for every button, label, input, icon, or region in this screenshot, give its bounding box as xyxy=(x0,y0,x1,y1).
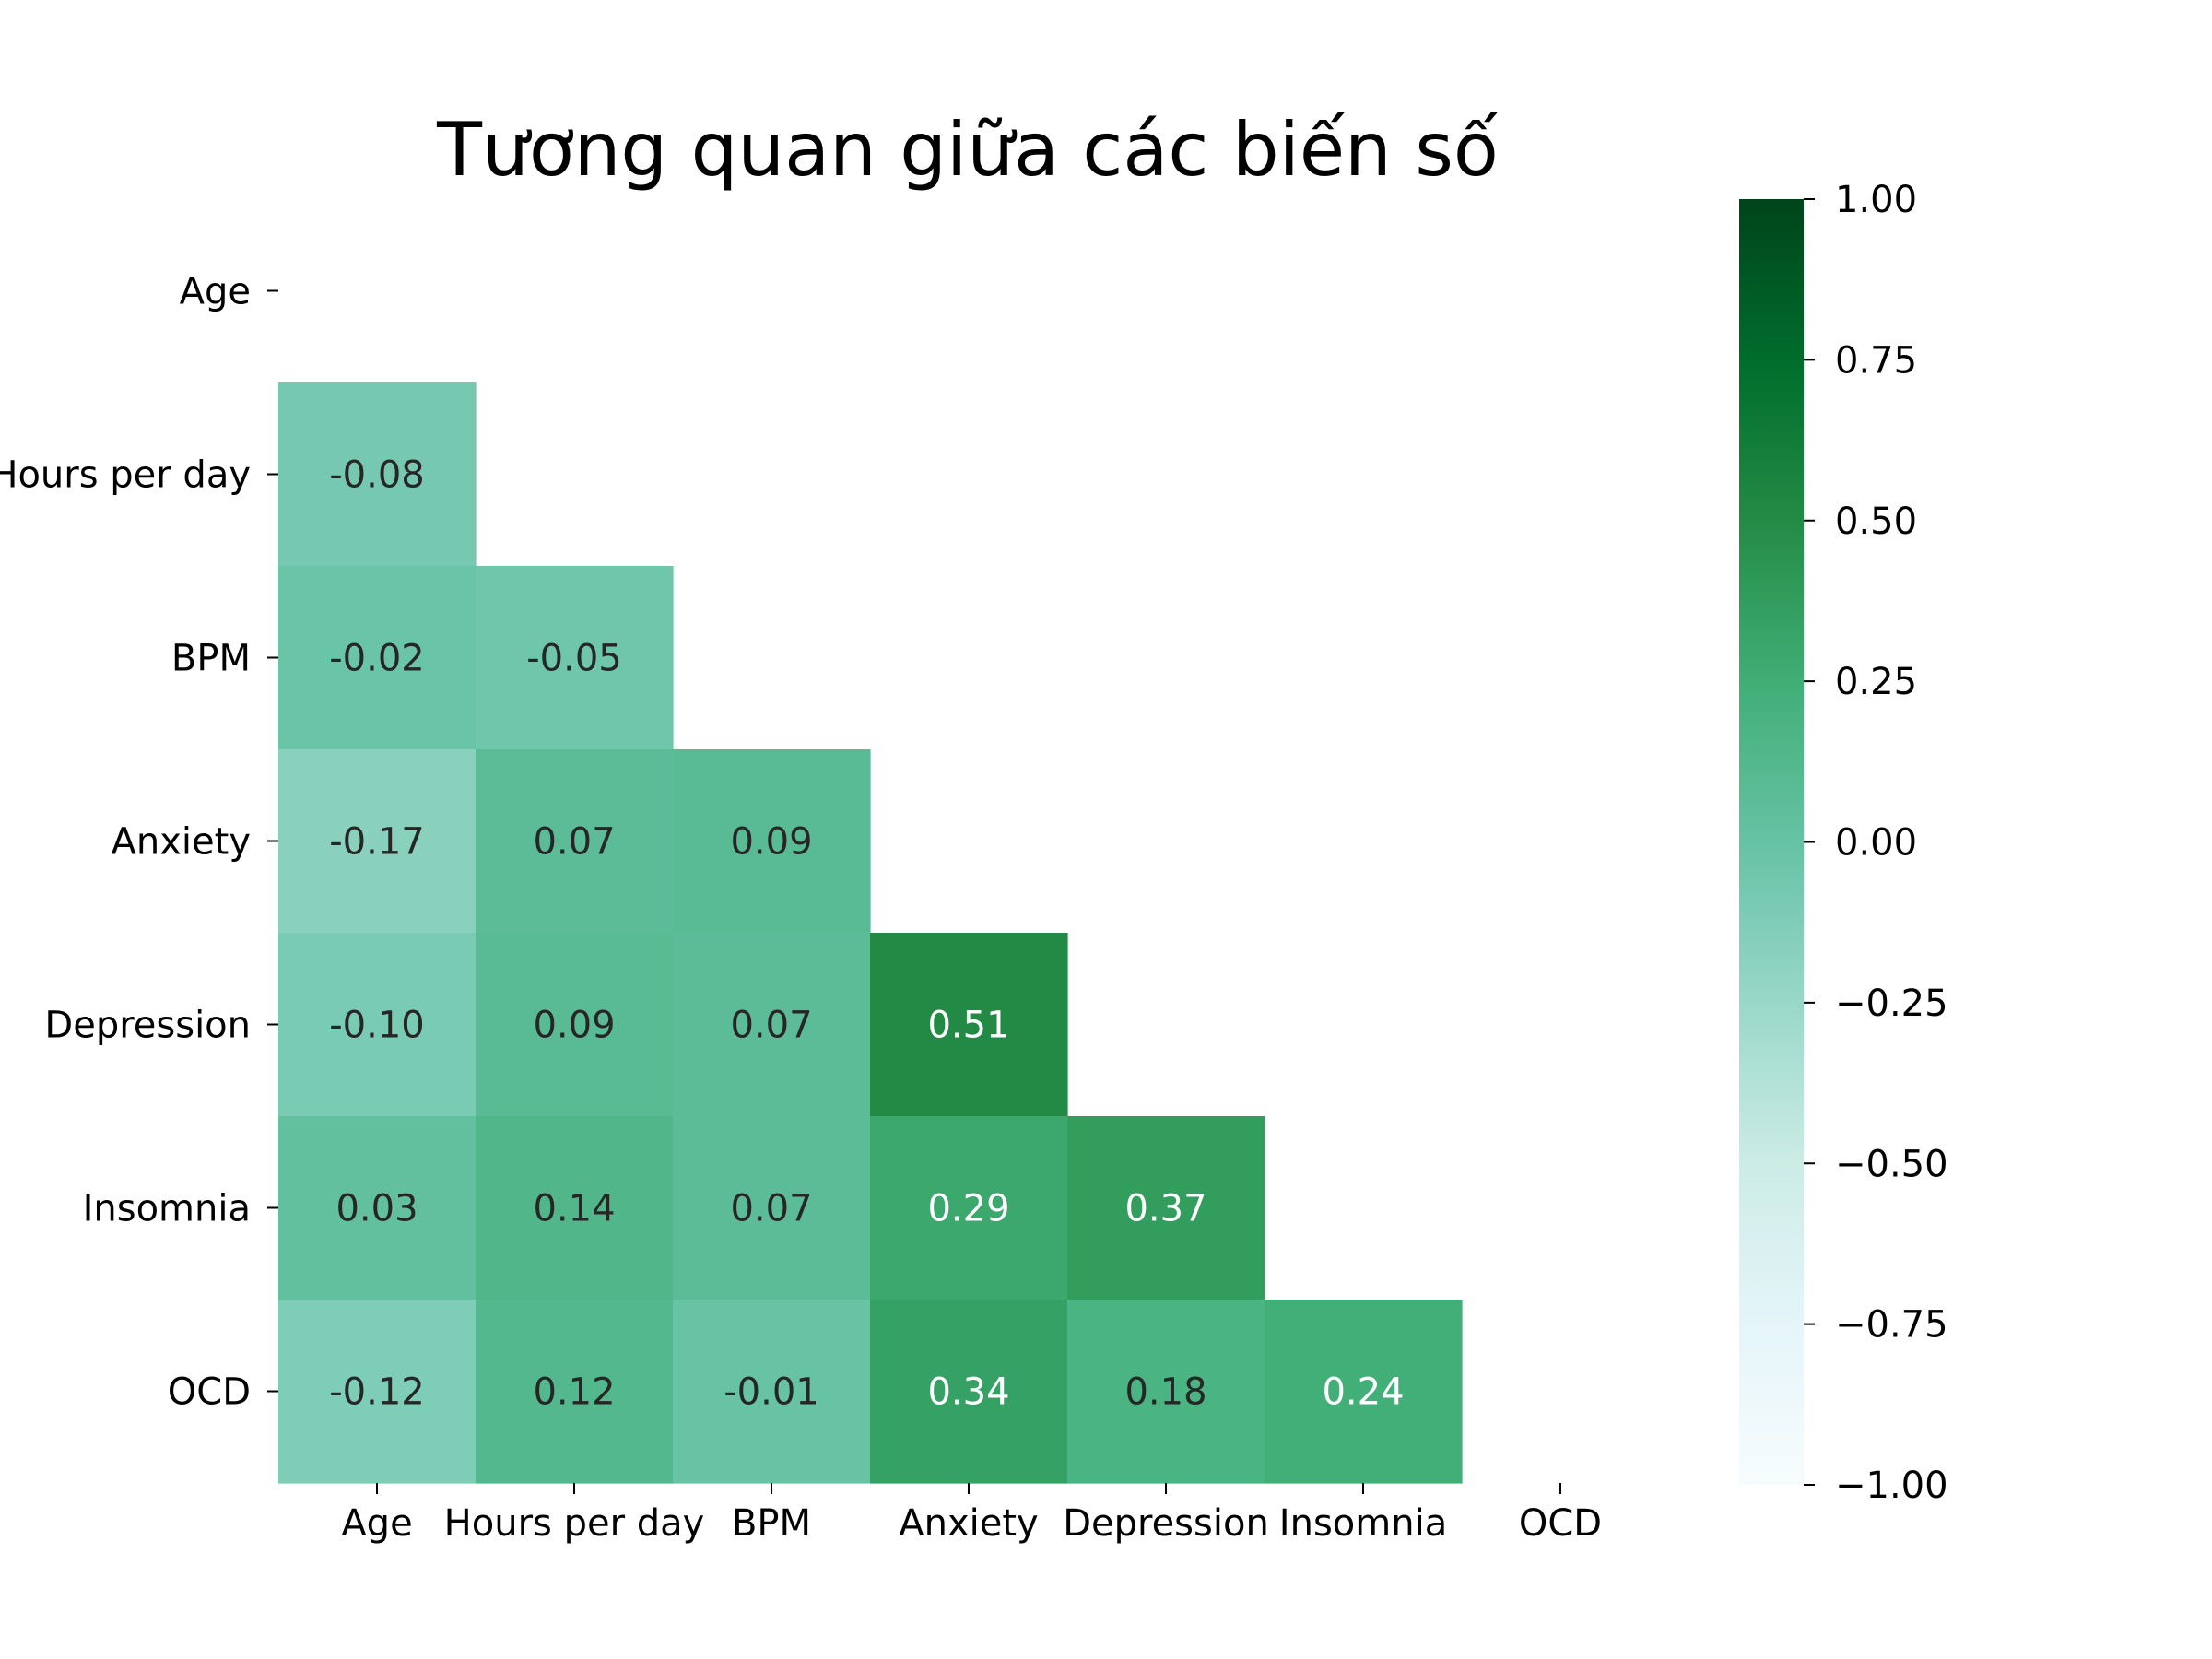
cell-value-label: -0.12 xyxy=(329,1371,425,1414)
heatmap-cell xyxy=(476,1300,674,1484)
heatmap-cell xyxy=(278,1300,477,1484)
heatmap-cells xyxy=(278,382,1463,1484)
heatmap-annotations: -0.08 -0.02 -0.05 -0.17 0.07 0.09 -0.10 0.09 0.0… xyxy=(329,454,1404,1414)
colorbar-axis: 1.00 0.75 0.50 0.25 0.00 −0.25 −0.50 −0.75 −1.00 xyxy=(1804,179,1948,1507)
colorbar-tick-label: −0.75 xyxy=(1835,1304,1948,1347)
x-axis: Age Hours per day BPM Anxiety Depression Inso… xyxy=(341,1483,1602,1545)
heatmap-cell xyxy=(673,749,871,934)
heatmap-cell xyxy=(870,933,1068,1117)
heatmap-cell xyxy=(1067,1116,1265,1300)
colorbar-tick-label: 0.50 xyxy=(1835,500,1917,543)
cell-value-label: -0.08 xyxy=(329,454,425,497)
colorbar-tick-label: −0.50 xyxy=(1835,1143,1948,1185)
colorbar-gradient xyxy=(1739,199,1804,1485)
cell-value-label: 0.09 xyxy=(533,1005,615,1047)
colorbar-tick-label: 1.00 xyxy=(1835,179,1917,221)
x-tick-label: Anxiety xyxy=(899,1502,1038,1545)
x-tick-label: Insomnia xyxy=(1279,1502,1447,1545)
cell-value-label: 0.07 xyxy=(730,1188,812,1230)
heatmap-cell xyxy=(278,749,477,934)
cell-value-label: 0.07 xyxy=(533,821,615,864)
y-tick-label: Age xyxy=(180,271,251,313)
cell-value-label: 0.29 xyxy=(927,1188,1009,1230)
colorbar-tick-label: −0.25 xyxy=(1835,982,1948,1025)
cell-value-label: 0.12 xyxy=(533,1371,615,1414)
cell-value-label: 0.37 xyxy=(1124,1188,1206,1230)
x-tick-label: BPM xyxy=(732,1502,811,1545)
x-tick-label: OCD xyxy=(1519,1502,1602,1545)
cell-value-label: 0.09 xyxy=(730,821,812,864)
heatmap-cell xyxy=(278,933,477,1117)
heatmap-cell xyxy=(870,1116,1068,1300)
cell-value-label: 0.14 xyxy=(533,1188,615,1230)
cell-value-label: -0.17 xyxy=(329,821,425,864)
heatmap-cell xyxy=(673,1300,871,1484)
cell-value-label: -0.10 xyxy=(329,1005,425,1047)
heatmap-cell xyxy=(476,566,674,750)
x-tick-label: Hours per day xyxy=(444,1502,705,1545)
y-tick-label: BPM xyxy=(171,638,251,680)
colorbar-tick-label: 0.75 xyxy=(1835,339,1917,382)
cell-value-label: 0.07 xyxy=(730,1005,812,1047)
cell-value-label: -0.02 xyxy=(329,638,425,680)
heatmap-cell xyxy=(673,1116,871,1300)
y-tick-label: Depression xyxy=(44,1005,251,1047)
cell-value-label: 0.18 xyxy=(1124,1371,1206,1414)
heatmap-cell xyxy=(278,382,477,567)
cell-value-label: 0.34 xyxy=(927,1371,1009,1414)
colorbar-tick-label: 0.25 xyxy=(1835,661,1917,703)
y-tick-label: Insomnia xyxy=(83,1188,251,1230)
heatmap-cell xyxy=(1067,1300,1265,1484)
y-tick-label: Anxiety xyxy=(112,821,251,864)
heatmap-cell xyxy=(870,1300,1068,1484)
cell-value-label: 0.51 xyxy=(927,1005,1009,1047)
chart-title: Tương quan giữa các biến số xyxy=(436,107,1499,193)
heatmap-cell xyxy=(673,933,871,1117)
cell-value-label: 0.03 xyxy=(335,1188,418,1230)
heatmap-cell xyxy=(476,933,674,1117)
x-tick-label: Depression xyxy=(1063,1502,1269,1545)
cell-value-label: 0.24 xyxy=(1322,1371,1404,1414)
y-tick-label: OCD xyxy=(168,1371,251,1414)
cell-value-label: -0.01 xyxy=(724,1371,819,1414)
y-axis: Age Hours per day BPM Anxiety Depression Inso… xyxy=(0,271,278,1414)
cell-value-label: -0.05 xyxy=(526,638,622,680)
heatmap-cell xyxy=(1265,1300,1463,1484)
y-tick-label: Hours per day xyxy=(0,454,251,497)
heatmap-cell xyxy=(476,749,674,934)
x-tick-label: Age xyxy=(341,1502,412,1545)
heatmap-cell xyxy=(278,566,477,750)
heatmap-cell xyxy=(278,1116,477,1300)
heatmap-cell xyxy=(476,1116,674,1300)
colorbar-tick-label: 0.00 xyxy=(1835,822,1917,865)
colorbar-tick-label: −1.00 xyxy=(1835,1465,1948,1507)
